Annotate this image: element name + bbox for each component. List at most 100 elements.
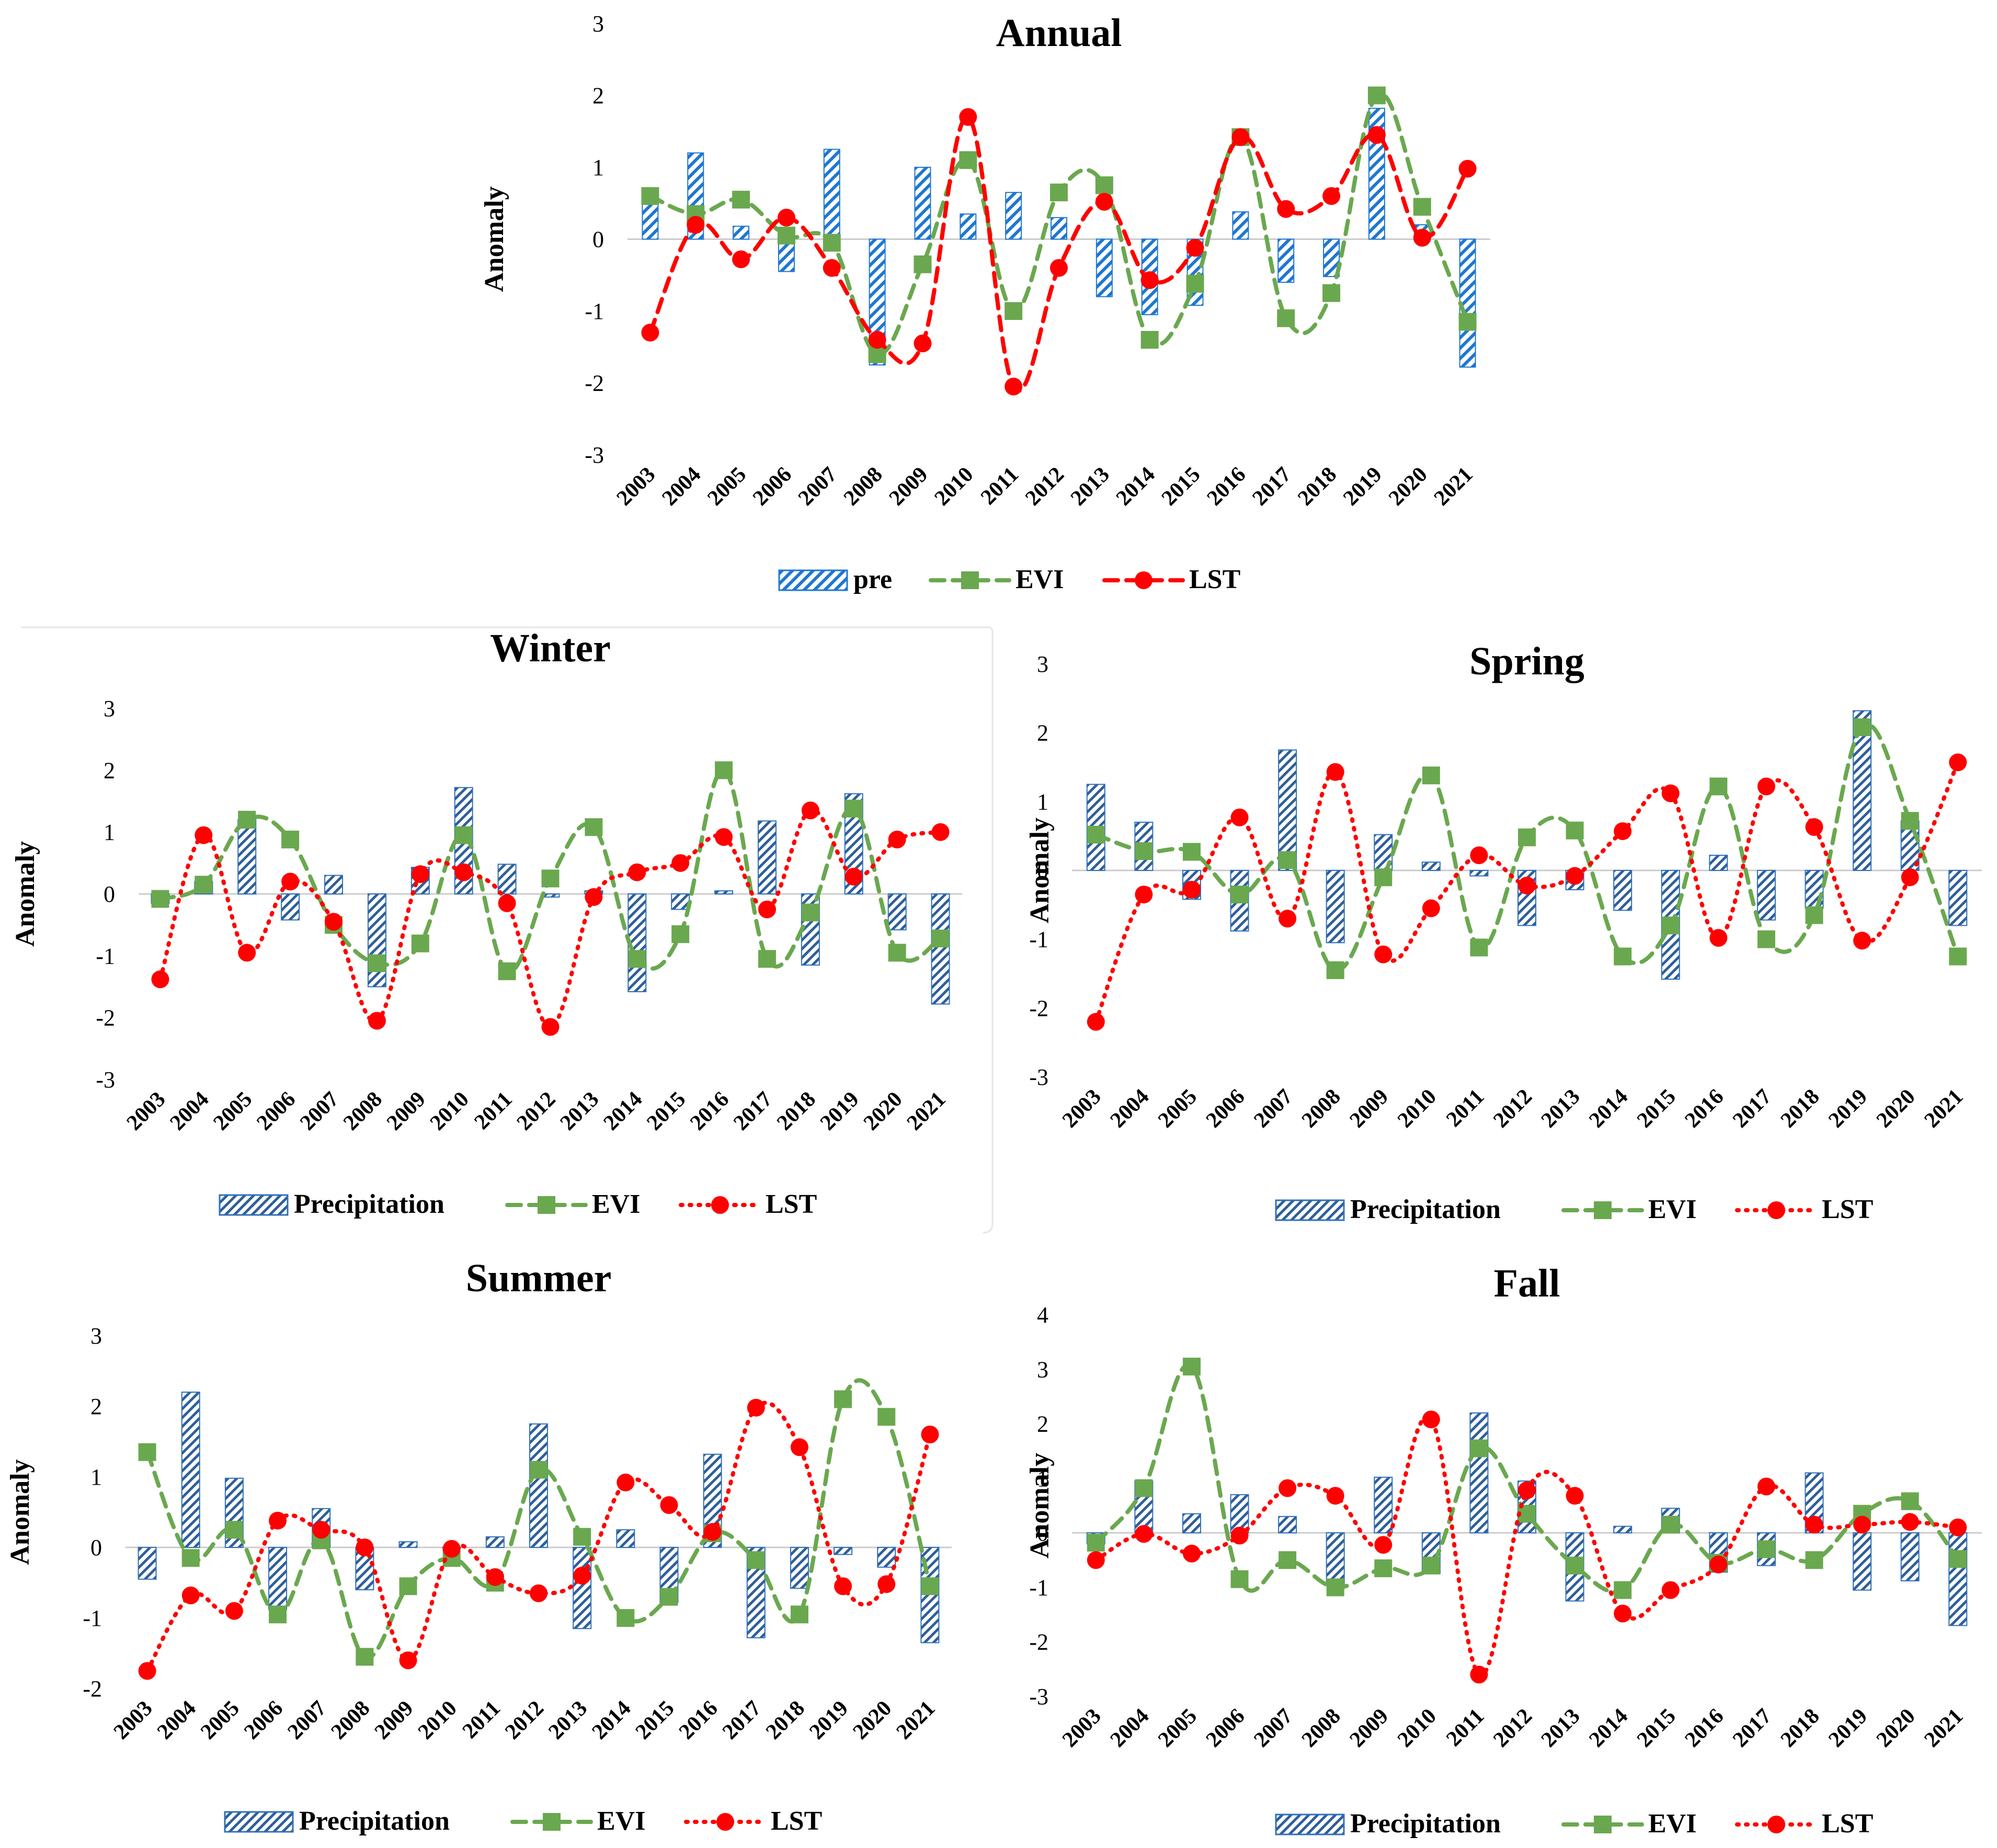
annual-lst-point <box>959 108 977 126</box>
fall-evi-point <box>1901 1492 1919 1510</box>
spring-x-tick-label: 2013 <box>1537 1085 1585 1133</box>
spring-y-tick-label: 3 <box>1037 651 1048 677</box>
annual-y-tick-label: 0 <box>592 227 604 252</box>
summer-precip-bar <box>573 1547 592 1629</box>
annual-evi-point <box>1050 183 1068 202</box>
winter-lst-point <box>801 801 819 820</box>
fall-x-tick-label: 2019 <box>1824 1704 1872 1752</box>
summer-lst-point <box>834 1577 852 1596</box>
summer-precip-bar <box>485 1536 505 1548</box>
annual-precip-bar <box>823 148 840 240</box>
summer-legend-swatch-precip <box>224 1811 294 1833</box>
summer-evi-point <box>269 1605 287 1624</box>
winter-x-tick-label: 2011 <box>470 1087 517 1134</box>
fall-lst-point <box>1518 1481 1536 1499</box>
winter-legend-label-precip: Precipitation <box>294 1189 444 1219</box>
summer-y-tick-label: -2 <box>83 1676 102 1702</box>
spring-x-tick-label: 2011 <box>1442 1085 1489 1132</box>
annual-chart-title: Annual <box>996 11 1122 55</box>
fall-evi-point <box>1182 1358 1201 1376</box>
summer-lst-point <box>356 1539 374 1556</box>
spring-precip-bar <box>1948 870 1968 926</box>
fall-legend-marker-lst <box>1767 1816 1785 1833</box>
summer-evi-point <box>877 1408 896 1426</box>
annual-evi-point <box>1413 198 1431 216</box>
spring-x-tick-label: 2003 <box>1058 1085 1106 1133</box>
winter-precip-bar <box>367 893 386 988</box>
fall-y-tick-label: 2 <box>1037 1411 1048 1437</box>
winter-lst-point <box>151 970 169 989</box>
spring-y-tick-label: -2 <box>1029 995 1048 1021</box>
summer-evi-point <box>617 1609 635 1627</box>
summer-x-tick-label: 2003 <box>109 1696 157 1744</box>
summer-legend-label-evi: EVI <box>597 1806 645 1836</box>
winter-x-tick-label: 2003 <box>122 1087 170 1135</box>
annual-x-tick-label: 2011 <box>976 463 1023 510</box>
winter-x-tick-label: 2014 <box>599 1087 647 1135</box>
winter-legend-label-lst: LST <box>766 1189 817 1219</box>
winter-lst-point <box>541 1018 560 1036</box>
summer-legend-marker-evi <box>543 1813 561 1831</box>
annual-x-tick-label: 2017 <box>1248 463 1296 511</box>
summer-lst-point <box>442 1540 461 1558</box>
fall-y-axis-label: Anomaly <box>1025 1453 1055 1558</box>
annual-precip-bar <box>733 225 750 240</box>
winter-lst-point <box>758 900 776 919</box>
winter-evi-point <box>454 826 473 844</box>
summer-lst-point <box>138 1662 156 1680</box>
winter-lst-point <box>931 823 950 841</box>
annual-lst-point <box>1005 377 1023 396</box>
spring-lst-point <box>1614 822 1632 840</box>
summer-precip-bar <box>181 1392 200 1548</box>
annual-lst-point <box>641 324 659 342</box>
summer-chart-svg: SummerAnomaly-2-101232003200420052006200… <box>5 1256 952 1836</box>
fall-x-tick-label: 2007 <box>1249 1704 1297 1752</box>
summer-x-tick-label: 2010 <box>414 1696 462 1744</box>
summer-x-tick-label: 2007 <box>283 1696 331 1744</box>
summer-evi-point <box>573 1528 591 1546</box>
fall-y-tick-label: -1 <box>1029 1575 1048 1600</box>
summer-precip-bar <box>834 1547 853 1555</box>
summer-x-tick-label: 2019 <box>805 1696 853 1744</box>
winter-lst-point <box>845 867 863 886</box>
annual-precip-bar <box>1323 238 1340 277</box>
winter-precip-bar <box>757 820 777 894</box>
summer-x-tick-label: 2018 <box>761 1696 809 1744</box>
summer-lst-point <box>530 1584 547 1602</box>
spring-lst-point <box>1279 910 1297 928</box>
summer-lst-point <box>877 1575 896 1593</box>
winter-precip-bar <box>281 893 300 921</box>
winter-precip-bar <box>497 864 517 895</box>
fall-x-tick-label: 2014 <box>1584 1704 1633 1752</box>
spring-lst-point <box>1709 929 1728 947</box>
winter-lst-point <box>325 913 343 931</box>
winter-x-tick-label: 2009 <box>382 1087 430 1135</box>
winter-evi-point <box>195 876 213 894</box>
spring-precip-bar <box>1613 870 1633 911</box>
fall-evi-point <box>1279 1551 1297 1569</box>
spring-precip-bar <box>1756 870 1776 921</box>
annual-lst-point <box>1140 271 1159 289</box>
fall-precip-bar <box>1469 1412 1489 1534</box>
fall-evi-point <box>1661 1516 1680 1534</box>
fall-precip-bar <box>1182 1513 1201 1534</box>
summer-evi-point <box>921 1577 939 1596</box>
fall-y-tick-label: -2 <box>1029 1629 1048 1655</box>
fall-lst-point <box>1757 1477 1775 1496</box>
annual-chart-svg: AnnualAnomaly-3-2-1012320032004200520062… <box>480 11 1490 594</box>
fall-lst-point <box>1853 1516 1872 1534</box>
winter-x-tick-label: 2019 <box>816 1087 864 1135</box>
spring-x-tick-label: 2014 <box>1584 1085 1633 1133</box>
annual-precip-bar <box>1277 238 1295 283</box>
spring-lst-point <box>1566 867 1584 885</box>
annual-x-tick-label: 2013 <box>1066 463 1114 511</box>
winter-x-tick-label: 2012 <box>512 1087 561 1135</box>
annual-lst-point <box>1186 239 1204 257</box>
summer-precip-bar <box>529 1423 548 1548</box>
winter-evi-point <box>845 799 863 818</box>
spring-x-tick-label: 2006 <box>1202 1085 1250 1133</box>
winter-x-tick-label: 2016 <box>686 1087 734 1135</box>
fall-y-tick-label: 3 <box>1037 1357 1048 1382</box>
spring-y-tick-label: -3 <box>1029 1064 1048 1090</box>
